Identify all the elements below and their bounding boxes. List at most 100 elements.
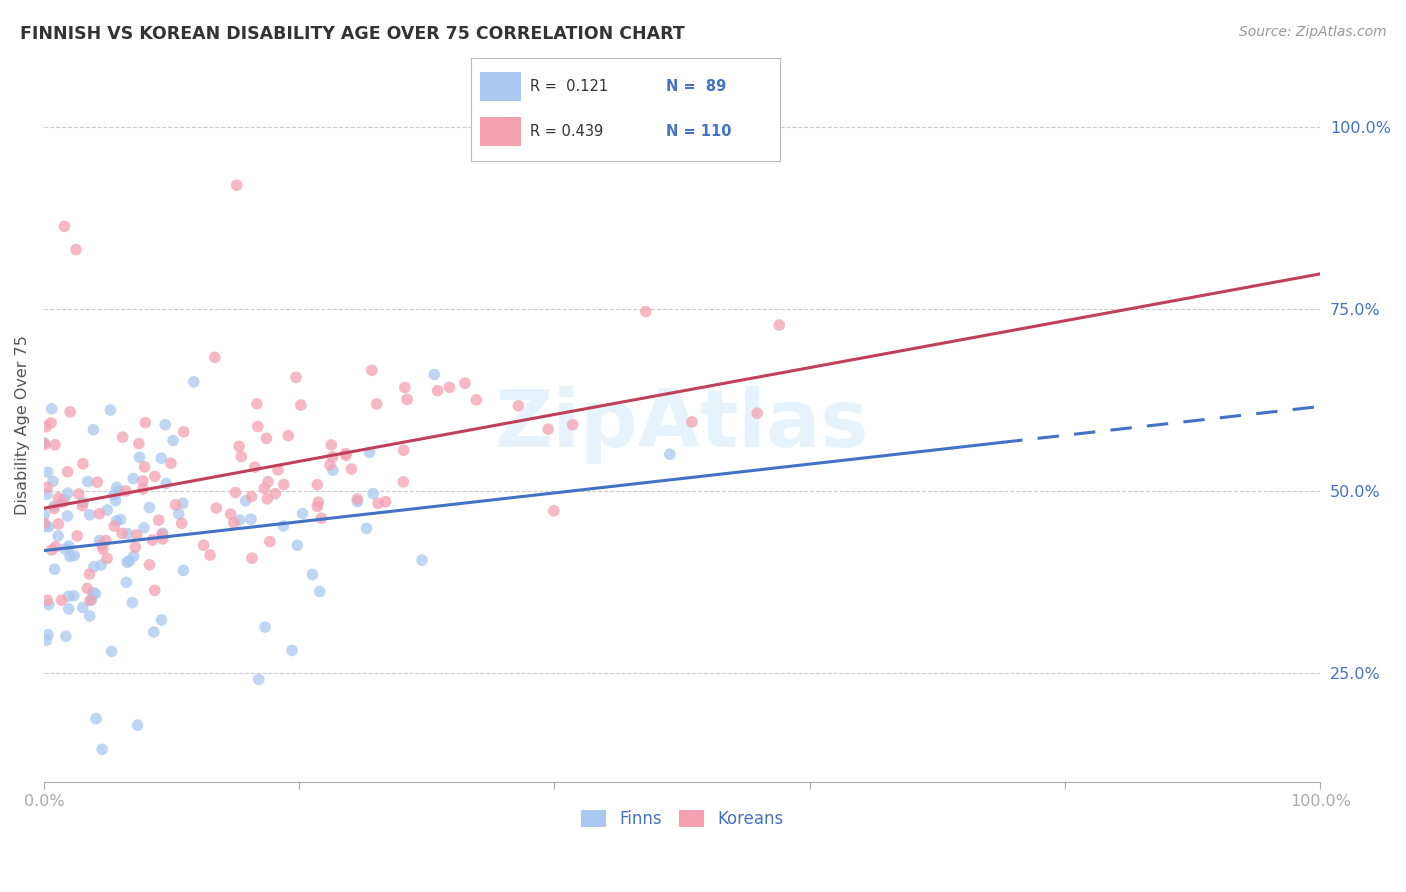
Point: [52, 495, 75, 509]
Point: [46, 529, 69, 543]
Point: [76, 582, 98, 596]
Point: [253, 481, 276, 495]
Point: [508, 399, 530, 413]
Point: [308, 584, 330, 599]
Point: [285, 370, 308, 384]
Point: [198, 548, 221, 562]
Point: [134, 416, 156, 430]
Point: [235, 493, 257, 508]
Point: [301, 567, 323, 582]
Y-axis label: Disability Age Over 75: Disability Age Over 75: [15, 335, 30, 516]
Point: [121, 596, 143, 610]
Point: [319, 458, 342, 472]
Point: [56, 508, 79, 523]
Point: [111, 430, 134, 444]
Point: [273, 477, 295, 491]
Point: [537, 422, 560, 436]
Point: [360, 363, 382, 377]
Point: [72, 600, 94, 615]
Point: [228, 513, 250, 527]
Point: [58, 590, 80, 604]
Point: [150, 527, 173, 541]
Point: [225, 178, 247, 193]
Point: [72, 457, 94, 471]
Point: [346, 491, 368, 506]
Point: [634, 304, 657, 318]
Point: [96, 551, 118, 566]
Point: [42, 499, 65, 513]
Point: [150, 451, 173, 466]
Point: [160, 456, 183, 470]
Point: [56, 486, 79, 500]
Point: [35, 487, 58, 501]
Point: [98, 403, 121, 417]
Point: [426, 384, 449, 398]
Point: [172, 564, 194, 578]
Point: [105, 480, 128, 494]
Point: [307, 495, 329, 509]
Point: [335, 447, 357, 461]
Point: [454, 376, 477, 391]
Point: [219, 507, 242, 521]
Point: [96, 503, 118, 517]
Point: [143, 583, 166, 598]
Point: [66, 529, 89, 543]
Point: [118, 554, 141, 568]
Point: [62, 589, 84, 603]
Point: [76, 475, 98, 489]
Point: [132, 482, 155, 496]
Point: [44, 438, 66, 452]
Point: [84, 712, 107, 726]
Point: [243, 460, 266, 475]
Point: [84, 587, 107, 601]
Point: [37, 465, 59, 479]
Point: [267, 463, 290, 477]
Point: [138, 500, 160, 515]
Point: [394, 380, 416, 394]
Point: [117, 526, 139, 541]
Point: [114, 483, 136, 498]
Point: [122, 549, 145, 564]
Point: [246, 397, 269, 411]
Point: [38, 520, 60, 534]
Point: [110, 512, 132, 526]
Point: [34, 437, 56, 451]
Point: [240, 490, 263, 504]
Point: [89, 533, 111, 548]
Point: [322, 450, 344, 464]
Point: [543, 504, 565, 518]
Point: [103, 488, 125, 502]
Point: [281, 643, 304, 657]
Point: [359, 445, 381, 459]
Point: [259, 534, 281, 549]
Point: [290, 398, 312, 412]
Point: [79, 508, 101, 522]
Point: [115, 575, 138, 590]
Point: [53, 541, 76, 556]
Point: [59, 549, 82, 564]
Point: [124, 541, 146, 555]
Point: [256, 491, 278, 506]
Point: [747, 406, 769, 420]
Point: [58, 602, 80, 616]
Point: [254, 620, 277, 634]
Point: [768, 318, 790, 332]
Point: [38, 598, 60, 612]
Point: [173, 425, 195, 439]
Point: [183, 375, 205, 389]
Legend: Finns, Koreans: Finns, Koreans: [574, 803, 790, 835]
Point: [35, 519, 58, 533]
Point: [356, 521, 378, 535]
Point: [128, 436, 150, 450]
Point: [46, 491, 69, 505]
Point: [134, 459, 156, 474]
Point: [172, 496, 194, 510]
Point: [254, 431, 277, 445]
Point: [240, 551, 263, 566]
Point: [39, 416, 62, 430]
Point: [111, 526, 134, 541]
Point: [37, 628, 59, 642]
Text: R = 0.439: R = 0.439: [530, 124, 603, 139]
Point: [228, 439, 250, 453]
Point: [103, 519, 125, 533]
